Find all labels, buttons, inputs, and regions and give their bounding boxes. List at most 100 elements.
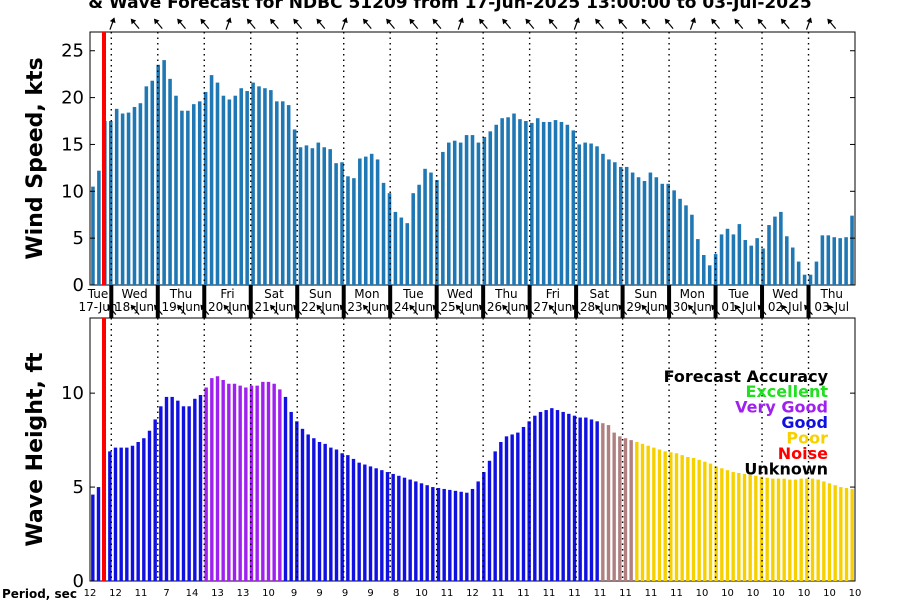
bar: [227, 99, 232, 285]
day-weekday: Sat: [264, 287, 284, 301]
bar: [826, 235, 831, 285]
direction-arrow-icon: [641, 304, 651, 315]
day-date: 19-Jun: [162, 300, 201, 314]
day-date: 02-Jul: [768, 300, 803, 314]
bar: [595, 421, 599, 581]
bar: [748, 474, 752, 581]
bar: [799, 478, 803, 581]
bar: [565, 124, 570, 286]
bar: [312, 438, 316, 581]
arrow-head: [109, 17, 116, 24]
bar: [572, 415, 577, 581]
period-label: Period, sec: [2, 587, 77, 600]
direction-arrow-icon: [270, 304, 279, 315]
bar: [761, 248, 765, 285]
bar: [583, 142, 587, 285]
bar: [97, 170, 101, 285]
bar: [210, 378, 214, 581]
bar: [790, 247, 795, 285]
period-value: 10: [415, 588, 428, 599]
bar: [674, 453, 679, 581]
bar: [584, 417, 588, 581]
bar: [346, 455, 350, 581]
bar: [408, 479, 412, 581]
bar: [363, 156, 368, 285]
bar: [680, 455, 684, 581]
period-value: 10: [696, 588, 709, 599]
direction-arrow-icon: [130, 18, 140, 29]
bar: [635, 441, 639, 581]
bar: [731, 472, 735, 581]
bar: [827, 483, 832, 581]
bar: [535, 118, 540, 286]
period-value: 9: [342, 588, 348, 599]
direction-arrow-icon: [316, 18, 326, 29]
direction-arrow-icon: [293, 18, 303, 29]
bar: [310, 148, 315, 285]
bar: [289, 411, 293, 581]
bar: [630, 172, 635, 285]
direction-arrow-icon: [341, 17, 348, 30]
bar: [660, 183, 665, 285]
bar: [577, 144, 582, 285]
bar: [788, 479, 792, 581]
day-weekday: Mon: [354, 287, 379, 301]
day-weekday: Sun: [634, 287, 657, 301]
bar: [771, 478, 775, 581]
arrow-head: [690, 17, 696, 24]
legend-title: Forecast Accuracy: [664, 367, 829, 386]
period-value: 10: [849, 588, 862, 599]
bar: [245, 91, 249, 286]
bar: [221, 95, 226, 285]
day-separator: [806, 285, 811, 318]
bar: [470, 488, 475, 581]
bar: [144, 86, 149, 285]
bar: [524, 121, 528, 285]
bar: [435, 180, 439, 285]
direction-arrow-icon: [200, 18, 210, 29]
bar: [340, 453, 344, 581]
day-weekday: Tue: [402, 287, 424, 301]
direction-arrow-icon: [573, 17, 580, 30]
bar: [186, 110, 190, 285]
bar: [180, 110, 184, 285]
day-date: 03-Jul: [814, 300, 849, 314]
day-separator: [760, 285, 765, 318]
bar: [510, 434, 514, 581]
bar: [156, 64, 160, 285]
direction-arrow-icon: [455, 304, 465, 315]
direction-arrow-icon: [689, 17, 696, 30]
bar: [793, 479, 798, 581]
bar: [187, 406, 191, 581]
bar: [773, 216, 777, 285]
bar: [559, 121, 564, 285]
day-separator: [574, 285, 579, 318]
day-date: 26-Jun: [487, 300, 526, 314]
bar: [108, 451, 112, 581]
y-axis-label: Wind Speed, kts: [23, 57, 48, 259]
bar: [197, 101, 202, 285]
legend-entry: Very Good: [735, 398, 828, 417]
bar: [601, 423, 605, 581]
arrow-head: [386, 18, 392, 25]
bar: [725, 470, 730, 581]
day-weekday: Mon: [680, 287, 705, 301]
direction-arrow-icon: [780, 304, 790, 315]
bar: [527, 421, 531, 581]
period-value: 11: [441, 588, 454, 599]
period-value: 7: [163, 588, 169, 599]
direction-arrow-icon: [316, 304, 326, 315]
bar: [170, 396, 174, 581]
day-date: 30-Jun: [673, 300, 712, 314]
bar: [138, 103, 143, 285]
bar: [776, 478, 781, 581]
bar: [512, 113, 516, 286]
direction-arrow-icon: [548, 18, 558, 29]
bar: [96, 487, 101, 581]
arrow-head: [479, 18, 485, 25]
direction-arrow-icon: [502, 18, 512, 29]
bar: [561, 411, 565, 581]
period-value: 11: [594, 588, 607, 599]
bar: [405, 223, 410, 285]
bar: [176, 400, 180, 581]
